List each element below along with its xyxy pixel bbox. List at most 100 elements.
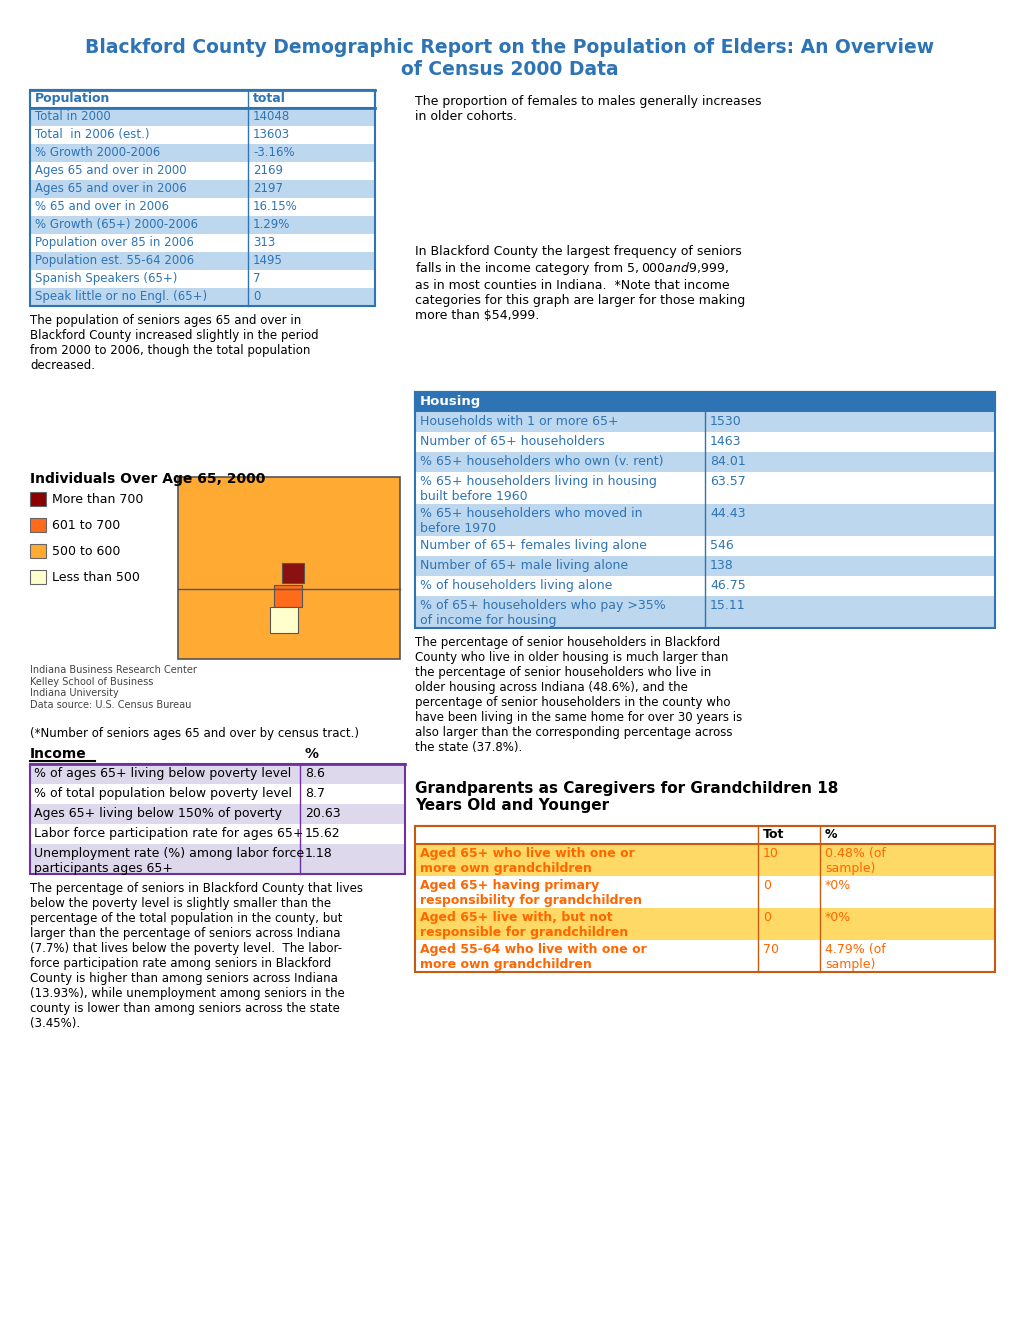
Text: The population of seniors ages 65 and over in
Blackford County increased slightl: The population of seniors ages 65 and ov…	[30, 314, 318, 372]
Text: 8.7: 8.7	[305, 787, 325, 800]
Text: 13603: 13603	[253, 128, 289, 141]
Text: Total  in 2006 (est.): Total in 2006 (est.)	[35, 128, 150, 141]
Bar	[30, 544, 46, 558]
Text: The proportion of females to males generally increases
in older cohorts.: The proportion of females to males gener…	[415, 95, 761, 123]
Bar	[30, 125, 375, 144]
Bar	[270, 607, 298, 634]
Text: 0.48% (of
sample): 0.48% (of sample)	[824, 847, 886, 875]
Text: 2169: 2169	[253, 164, 282, 177]
Text: 4.79% (of
sample): 4.79% (of sample)	[824, 942, 884, 972]
Bar	[415, 876, 994, 908]
Text: % of ages 65+ living below poverty level: % of ages 65+ living below poverty level	[34, 767, 291, 780]
Text: 15.62: 15.62	[305, 828, 340, 840]
Text: Population: Population	[35, 92, 110, 106]
Bar	[415, 392, 994, 412]
Text: % 65+ householders living in housing
built before 1960: % 65+ householders living in housing bui…	[420, 475, 656, 503]
Text: 0: 0	[253, 290, 260, 304]
Text: The percentage of senior householders in Blackford
County who live in older hous: The percentage of senior householders in…	[415, 636, 742, 754]
Text: Aged 65+ who live with one or
more own grandchildren: Aged 65+ who live with one or more own g…	[420, 847, 634, 875]
Text: Grandparents as Caregivers for Grandchildren 18
Years Old and Younger: Grandparents as Caregivers for Grandchil…	[415, 781, 838, 813]
Text: Number of 65+ male living alone: Number of 65+ male living alone	[420, 558, 628, 572]
Text: Aged 65+ having primary
responsibility for grandchildren: Aged 65+ having primary responsibility f…	[420, 879, 641, 907]
Bar	[30, 234, 375, 252]
Bar	[274, 585, 302, 607]
Bar	[30, 517, 46, 532]
Bar	[30, 764, 405, 784]
Text: Speak little or no Engl. (65+): Speak little or no Engl. (65+)	[35, 290, 207, 304]
Text: of Census 2000 Data: of Census 2000 Data	[400, 59, 619, 79]
Bar	[30, 492, 46, 506]
Text: Individuals Over Age 65, 2000: Individuals Over Age 65, 2000	[30, 473, 265, 486]
Bar	[415, 908, 994, 940]
Text: In Blackford County the largest frequency of seniors
falls in the income categor: In Blackford County the largest frequenc…	[415, 246, 745, 322]
Bar	[178, 477, 399, 659]
Text: % of total population below poverty level: % of total population below poverty leve…	[34, 787, 291, 800]
Text: *0%: *0%	[824, 911, 851, 924]
Text: Population est. 55-64 2006: Population est. 55-64 2006	[35, 253, 194, 267]
Text: 20.63: 20.63	[305, 807, 340, 820]
Bar	[30, 198, 375, 216]
Text: % 65+ householders who own (v. rent): % 65+ householders who own (v. rent)	[420, 455, 662, 469]
Bar	[415, 843, 994, 876]
Text: Unemployment rate (%) among labor force
participants ages 65+: Unemployment rate (%) among labor force …	[34, 847, 304, 875]
Text: 0: 0	[762, 879, 770, 892]
Text: Aged 55-64 who live with one or
more own grandchildren: Aged 55-64 who live with one or more own…	[420, 942, 646, 972]
Text: 500 to 600: 500 to 600	[52, 545, 120, 558]
Text: 63.57: 63.57	[709, 475, 745, 488]
Text: Tot: Tot	[762, 828, 784, 841]
Text: Labor force participation rate for ages 65+: Labor force participation rate for ages …	[34, 828, 304, 840]
Text: More than 700: More than 700	[52, 492, 144, 506]
Text: The percentage of seniors in Blackford County that lives
below the poverty level: The percentage of seniors in Blackford C…	[30, 882, 363, 1030]
Text: %: %	[824, 828, 837, 841]
Text: % Growth (65+) 2000-2006: % Growth (65+) 2000-2006	[35, 218, 198, 231]
Text: 0: 0	[762, 911, 770, 924]
Bar	[415, 597, 994, 628]
Text: % Growth 2000-2006: % Growth 2000-2006	[35, 147, 160, 158]
Bar	[30, 162, 375, 180]
Bar	[415, 826, 994, 972]
Text: 1.18: 1.18	[305, 847, 332, 861]
Text: % of householders living alone: % of householders living alone	[420, 579, 611, 591]
Text: 1463: 1463	[709, 436, 741, 447]
Text: 15.11: 15.11	[709, 599, 745, 612]
Text: 138: 138	[709, 558, 733, 572]
Bar	[30, 90, 375, 306]
Text: Housing: Housing	[420, 395, 481, 408]
Text: 84.01: 84.01	[709, 455, 745, 469]
Text: total: total	[253, 92, 285, 106]
Text: 10: 10	[762, 847, 779, 861]
Text: 44.43: 44.43	[709, 507, 745, 520]
Text: Population over 85 in 2006: Population over 85 in 2006	[35, 236, 194, 249]
Text: 1.29%: 1.29%	[253, 218, 290, 231]
Text: (*Number of seniors ages 65 and over by census tract.): (*Number of seniors ages 65 and over by …	[30, 727, 359, 741]
Text: 8.6: 8.6	[305, 767, 325, 780]
Text: Ages 65 and over in 2006: Ages 65 and over in 2006	[35, 182, 186, 195]
Bar	[415, 473, 994, 504]
Text: 70: 70	[762, 942, 779, 956]
Bar	[30, 824, 405, 843]
Bar	[30, 804, 405, 824]
Bar	[415, 412, 994, 432]
Text: Households with 1 or more 65+: Households with 1 or more 65+	[420, 414, 618, 428]
Text: 601 to 700: 601 to 700	[52, 519, 120, 532]
Bar	[415, 432, 994, 451]
Bar	[30, 784, 405, 804]
Bar	[30, 108, 375, 125]
Bar	[281, 564, 304, 583]
Bar	[30, 271, 375, 288]
Text: Ages 65 and over in 2000: Ages 65 and over in 2000	[35, 164, 186, 177]
Bar	[415, 536, 994, 556]
Text: Total in 2000: Total in 2000	[35, 110, 111, 123]
Text: Number of 65+ females living alone: Number of 65+ females living alone	[420, 539, 646, 552]
Bar	[415, 576, 994, 597]
Text: 14048: 14048	[253, 110, 290, 123]
Text: 1530: 1530	[709, 414, 741, 428]
Text: Spanish Speakers (65+): Spanish Speakers (65+)	[35, 272, 177, 285]
Text: %: %	[305, 747, 319, 762]
Bar	[30, 288, 375, 306]
Text: Income: Income	[30, 747, 87, 762]
Text: Less than 500: Less than 500	[52, 572, 140, 583]
Text: 546: 546	[709, 539, 733, 552]
Text: Number of 65+ householders: Number of 65+ householders	[420, 436, 604, 447]
Text: 2197: 2197	[253, 182, 282, 195]
